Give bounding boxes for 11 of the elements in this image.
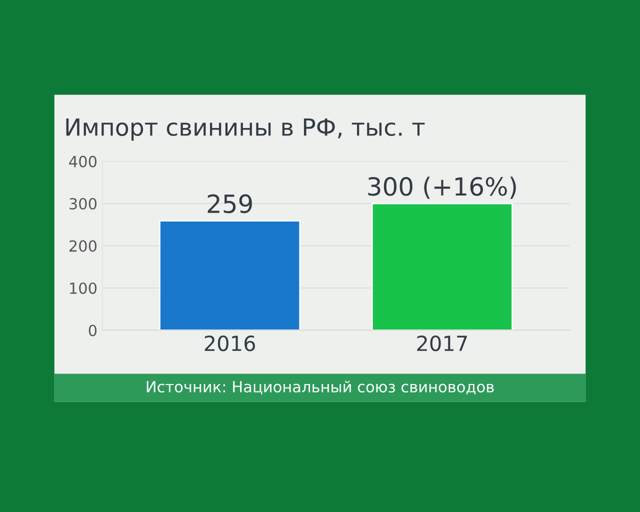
y-tick-label: 200	[69, 240, 97, 252]
y-tick-label: 100	[70, 282, 97, 294]
y-tick-label: 0	[88, 324, 97, 336]
x-tick-label: 2016	[204, 335, 256, 352]
y-tick-label: 400	[69, 156, 97, 168]
text: Источник: Национальный союз свиноводов	[146, 380, 494, 394]
x-tick-label: 2017	[417, 335, 467, 352]
y-tick-label: 300	[70, 198, 97, 210]
data-label: 300 (+16%)	[368, 176, 516, 199]
chart-title: Импорт свинины в РФ, тыс. т	[66, 118, 425, 141]
data-label: 259	[208, 194, 252, 214]
